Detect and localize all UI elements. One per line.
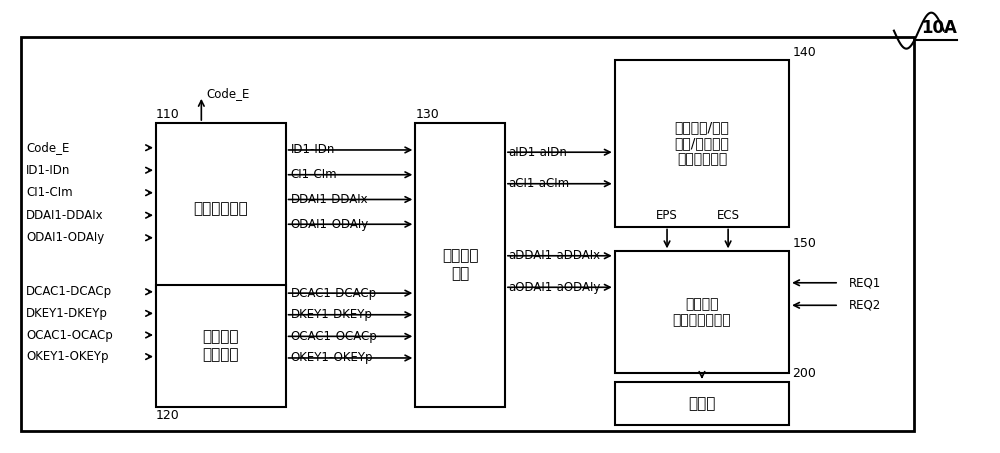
Text: ID1-IDn: ID1-IDn [26, 164, 71, 177]
Text: Code_E: Code_E [206, 87, 250, 101]
Text: 信息撷取模块: 信息撷取模块 [193, 201, 248, 216]
Text: DDAI1-DDAIx: DDAI1-DDAIx [26, 209, 104, 222]
Text: 多模块: 多模块 [688, 396, 716, 411]
Text: aODAI1-aODAIy: aODAI1-aODAIy [508, 281, 600, 294]
Text: REQ1: REQ1 [849, 276, 881, 289]
Text: 10A: 10A [921, 19, 957, 38]
Text: DCAC1-DCACp: DCAC1-DCACp [291, 287, 377, 299]
Text: 110: 110 [156, 108, 180, 120]
Text: aDDAI1-aDDAIx: aDDAI1-aDDAIx [508, 249, 600, 262]
Text: aID1-aIDn: aID1-aIDn [508, 146, 567, 159]
FancyBboxPatch shape [21, 38, 914, 431]
Text: 130: 130 [415, 108, 439, 120]
FancyBboxPatch shape [615, 251, 789, 373]
FancyBboxPatch shape [615, 382, 789, 424]
Text: 信息认证
模块: 信息认证 模块 [442, 249, 478, 281]
Text: Code_E: Code_E [26, 141, 70, 154]
Text: OCAC1-OCACp: OCAC1-OCACp [291, 330, 377, 343]
Text: ECS: ECS [717, 209, 740, 222]
Text: CI1-CIm: CI1-CIm [26, 186, 73, 199]
FancyBboxPatch shape [415, 123, 505, 407]
Text: EPS: EPS [656, 209, 678, 222]
Text: 140: 140 [792, 46, 816, 59]
FancyBboxPatch shape [156, 285, 286, 407]
Text: DKEY1-DKEYp: DKEY1-DKEYp [291, 308, 372, 321]
Text: 证照密钥
撷取模块: 证照密钥 撷取模块 [203, 330, 239, 362]
Text: REQ2: REQ2 [849, 299, 881, 312]
Text: 授权模块
（数据处理器）: 授权模块 （数据处理器） [673, 297, 731, 327]
Text: ID1-IDn: ID1-IDn [291, 144, 335, 156]
Text: DCAC1-DCACp: DCAC1-DCACp [26, 285, 112, 298]
Text: 电子名章/电子
公章/手写电子
签名生成模块: 电子名章/电子 公章/手写电子 签名生成模块 [674, 120, 729, 166]
Text: CI1-CIm: CI1-CIm [291, 168, 337, 181]
Text: OKEY1-OKEYp: OKEY1-OKEYp [26, 350, 109, 363]
Text: DDAI1-DDAIx: DDAI1-DDAIx [291, 193, 368, 206]
Text: aCI1-aCIm: aCI1-aCIm [508, 177, 569, 190]
Text: 150: 150 [792, 237, 816, 250]
Text: OKEY1-OKEYp: OKEY1-OKEYp [291, 352, 373, 365]
Text: ODAI1-ODAIy: ODAI1-ODAIy [26, 231, 105, 244]
Text: 200: 200 [792, 367, 816, 381]
Text: 120: 120 [156, 409, 180, 422]
Text: OCAC1-OCACp: OCAC1-OCACp [26, 328, 113, 342]
Text: DKEY1-DKEYp: DKEY1-DKEYp [26, 307, 108, 320]
Text: ODAI1-ODAIy: ODAI1-ODAIy [291, 218, 369, 231]
FancyBboxPatch shape [156, 123, 286, 294]
FancyBboxPatch shape [615, 60, 789, 226]
